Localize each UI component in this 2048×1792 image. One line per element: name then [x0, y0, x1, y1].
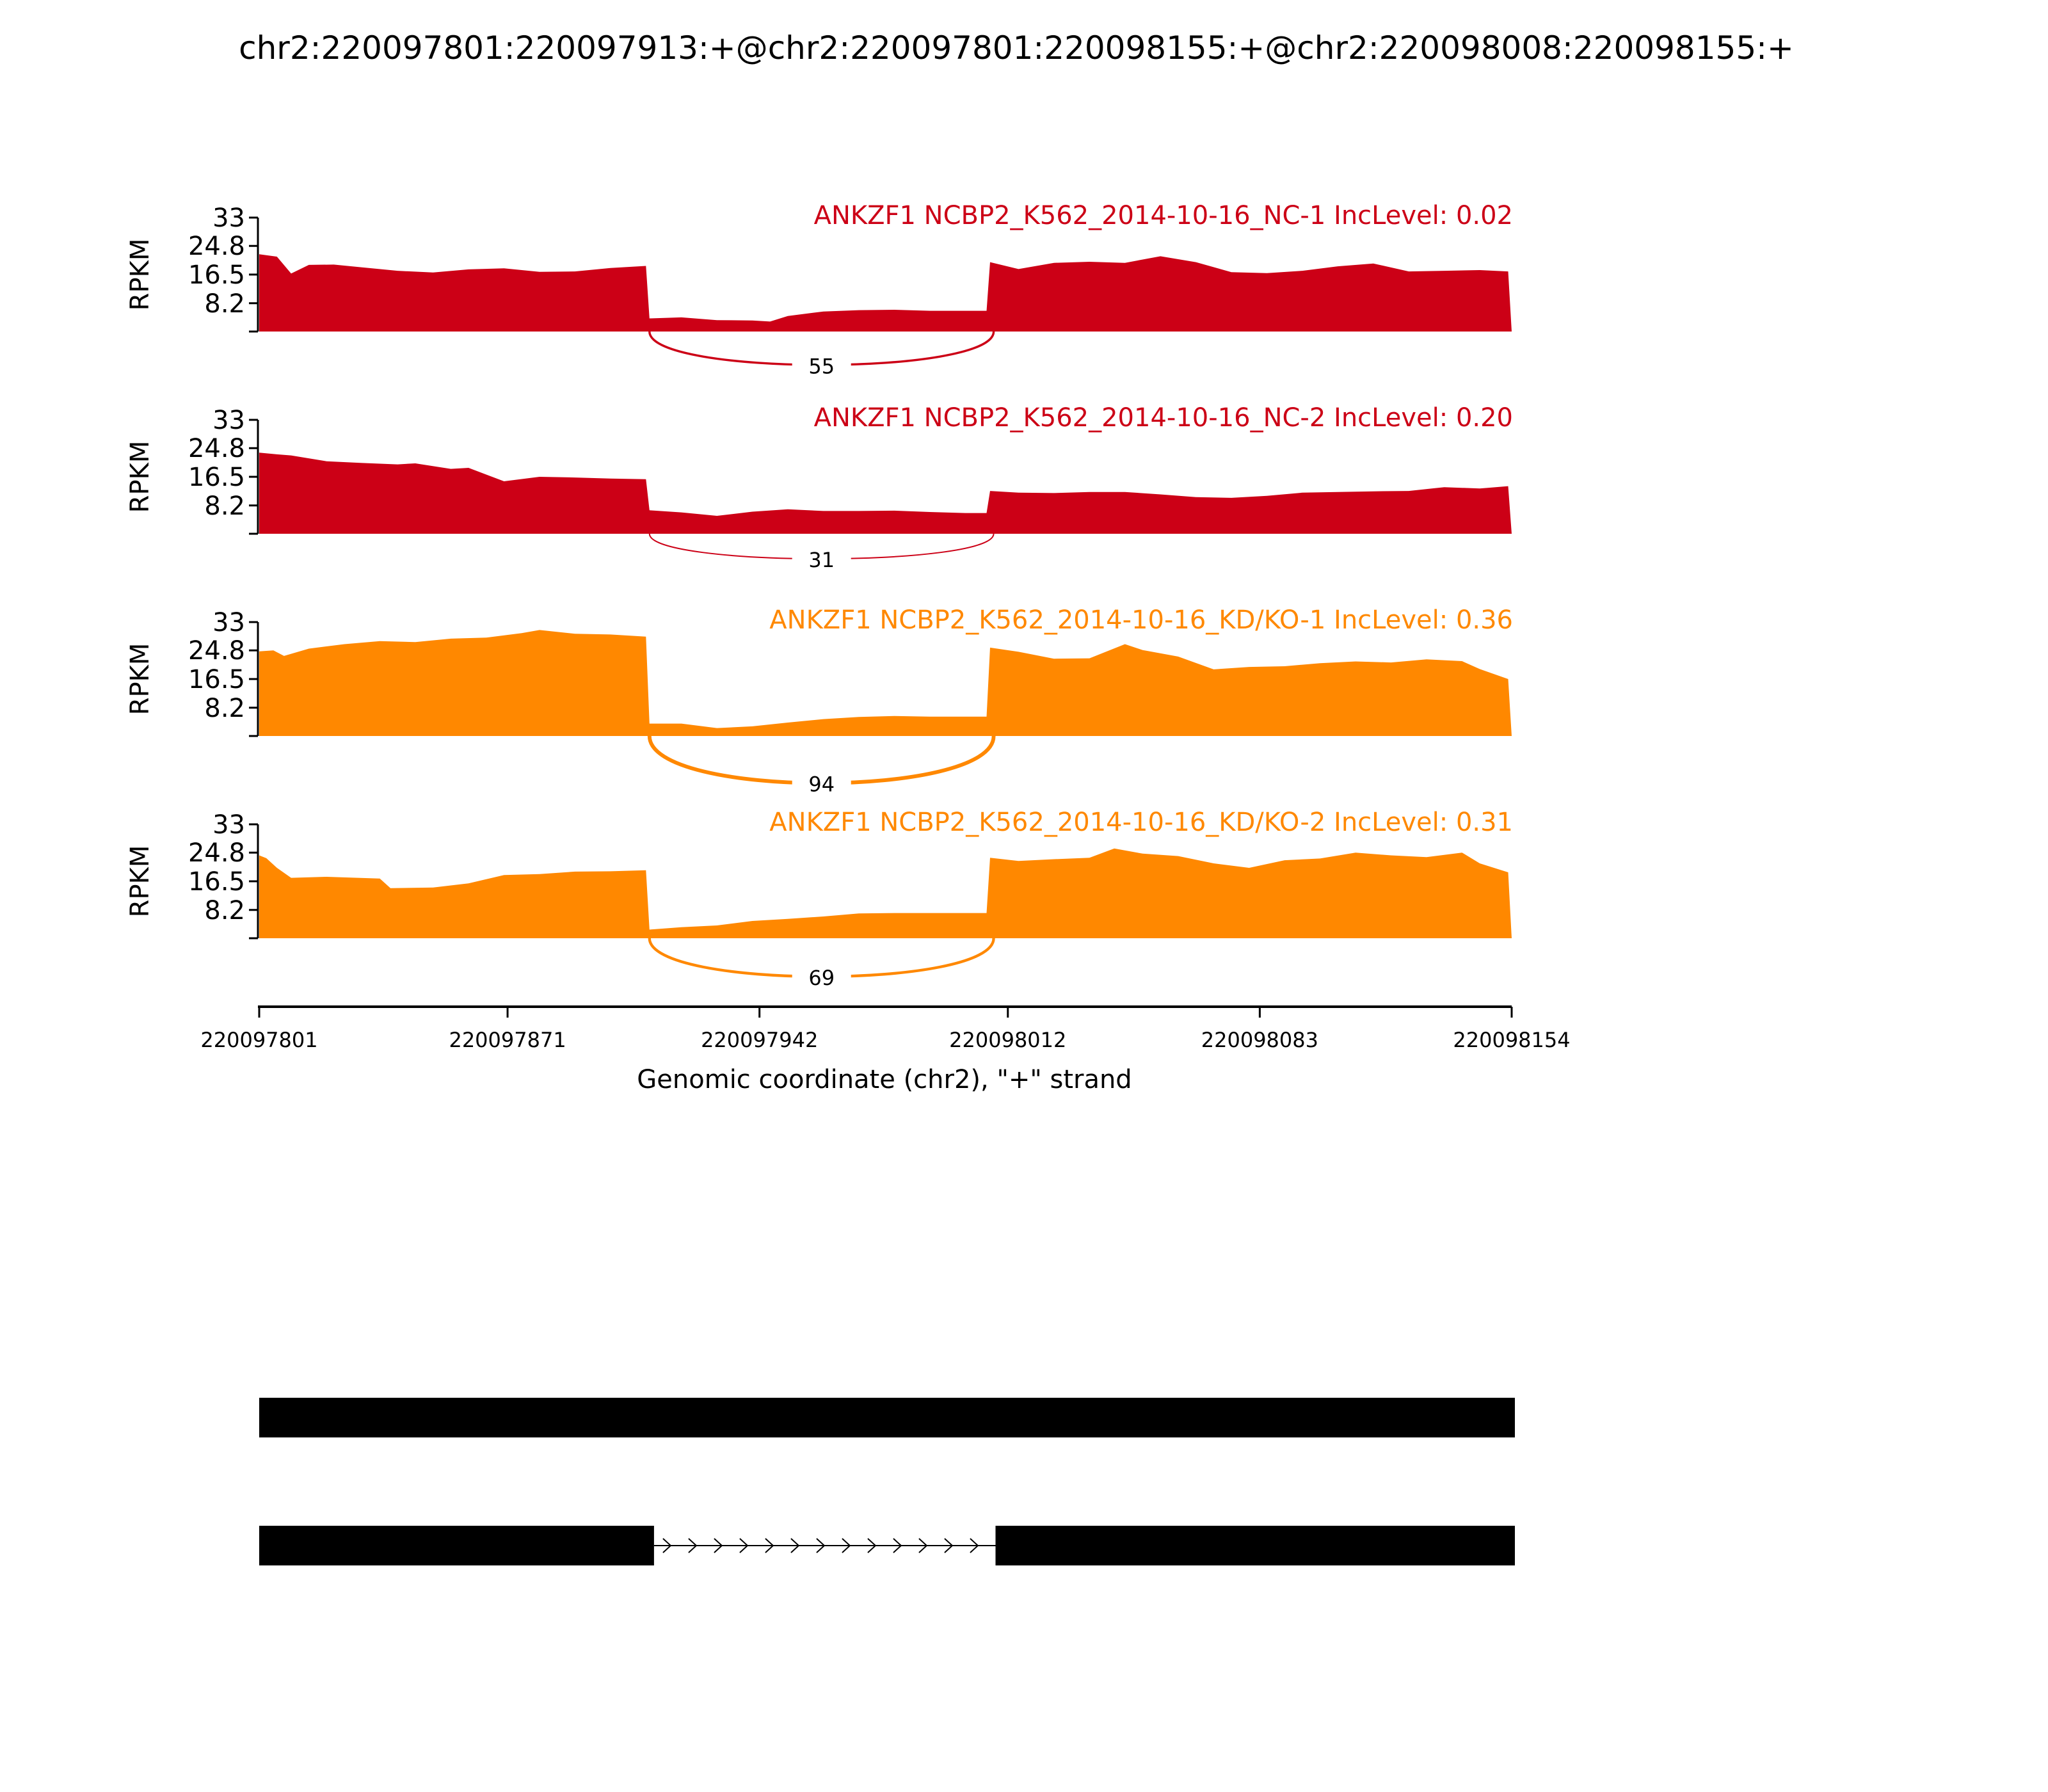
- coverage-area: [259, 848, 1512, 938]
- junction-count: 31: [808, 548, 835, 572]
- x-tick-label: 220097871: [449, 1028, 566, 1052]
- track-title: ANKZF1 NCBP2_K562_2014-10-16_NC-2 IncLev…: [814, 403, 1513, 433]
- x-tick-label: 220098154: [1453, 1028, 1570, 1052]
- y-tick-label: 24.8: [188, 636, 245, 666]
- y-tick-label: 24.8: [188, 838, 245, 868]
- strand-chevron: [970, 1538, 979, 1553]
- y-tick-label: 16.5: [188, 260, 245, 290]
- gene-models: [259, 1398, 1515, 1565]
- y-tick-label: 16.5: [188, 665, 245, 694]
- strand-chevron: [790, 1538, 800, 1553]
- y-axis-label: RPKM: [125, 441, 155, 513]
- junction-count: 55: [808, 354, 835, 378]
- y-axis-label: RPKM: [125, 845, 155, 918]
- x-tick-label: 220097801: [200, 1028, 317, 1052]
- y-tick-label: 33: [212, 204, 245, 233]
- coverage-area: [259, 452, 1512, 534]
- strand-chevron: [867, 1538, 877, 1553]
- strand-chevron: [662, 1538, 672, 1553]
- junction-label-bg: [792, 962, 851, 991]
- y-tick-label: 8.2: [204, 694, 245, 723]
- y-tick-label: 33: [212, 810, 245, 840]
- y-tick-label: 8.2: [204, 289, 245, 319]
- y-axis-label: RPKM: [125, 239, 155, 311]
- y-tick-label: 16.5: [188, 867, 245, 897]
- strand-chevron: [842, 1538, 851, 1553]
- gene-model-2: [259, 1526, 1515, 1565]
- strand-chevron: [944, 1538, 954, 1553]
- track-title: ANKZF1 NCBP2_K562_2014-10-16_KD/KO-2 Inc…: [769, 808, 1513, 837]
- y-tick-label: 16.5: [188, 463, 245, 492]
- junction-label-bg: [792, 351, 851, 380]
- x-axis-label: Genomic coordinate (chr2), "+" strand: [637, 1065, 1132, 1094]
- exon: [995, 1526, 1515, 1565]
- coverage-area: [259, 254, 1512, 332]
- junction-label-bg: [792, 545, 851, 573]
- junction-label-bg: [792, 769, 851, 797]
- y-axis-label: RPKM: [125, 643, 155, 716]
- x-tick-label: 220097942: [701, 1028, 818, 1052]
- strand-chevron: [688, 1538, 698, 1553]
- strand-chevron: [765, 1538, 774, 1553]
- junction-count: 94: [808, 772, 835, 797]
- y-tick-label: 33: [212, 406, 245, 435]
- y-tick-label: 24.8: [188, 434, 245, 463]
- gene-model-1: [259, 1398, 1515, 1437]
- strand-chevron: [714, 1538, 723, 1553]
- junction-count: 69: [808, 966, 835, 990]
- x-tick-label: 220098012: [949, 1028, 1066, 1052]
- strand-chevron: [739, 1538, 749, 1553]
- exon: [259, 1526, 654, 1565]
- track-title: ANKZF1 NCBP2_K562_2014-10-16_NC-1 IncLev…: [814, 201, 1513, 230]
- y-tick-label: 8.2: [204, 896, 245, 925]
- strand-chevron: [816, 1538, 826, 1553]
- strand-chevron: [893, 1538, 902, 1553]
- exon: [259, 1398, 1515, 1437]
- strand-chevron: [918, 1538, 928, 1553]
- x-axis: Genomic coordinate (chr2), "+" strand 22…: [200, 1005, 1571, 1094]
- y-tick-label: 8.2: [204, 492, 245, 521]
- track-title: ANKZF1 NCBP2_K562_2014-10-16_KD/KO-1 Inc…: [769, 605, 1513, 635]
- y-tick-label: 33: [212, 608, 245, 637]
- coverage-area: [259, 630, 1512, 736]
- figure-title: chr2:220097801:220097913:+@chr2:22009780…: [239, 29, 1794, 67]
- y-tick-label: 24.8: [188, 232, 245, 261]
- x-tick-label: 220098083: [1201, 1028, 1318, 1052]
